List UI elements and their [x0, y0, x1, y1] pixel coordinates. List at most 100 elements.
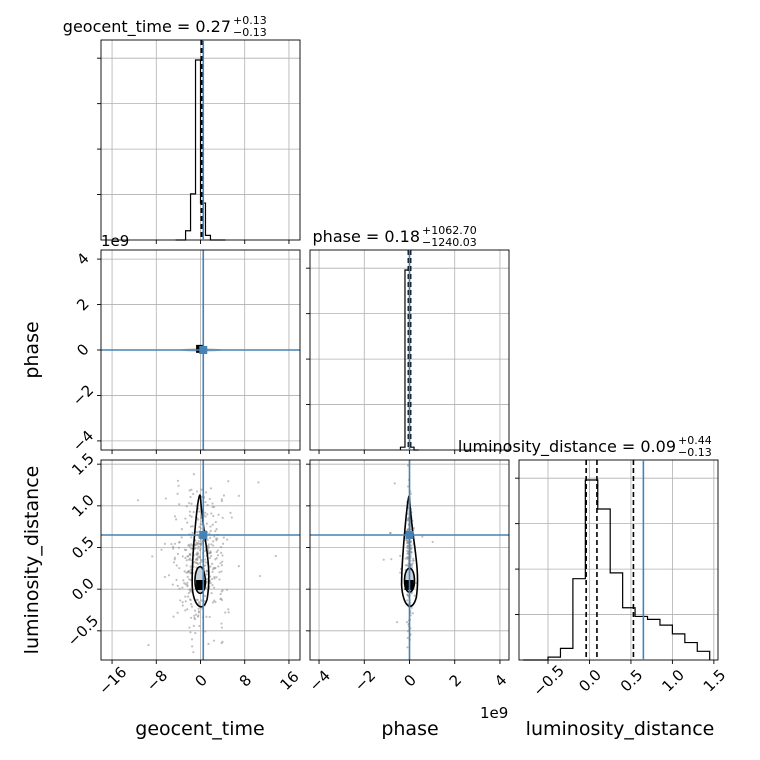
- lp-point: [406, 556, 409, 559]
- lg-point: [164, 497, 167, 500]
- lg-point: [215, 557, 218, 560]
- lg-point: [212, 566, 215, 570]
- lg-point: [210, 554, 213, 558]
- lg-point: [190, 559, 193, 562]
- lg-point: [178, 567, 181, 570]
- lg-point: [216, 537, 219, 540]
- pg-ytick-label-3: 2: [73, 295, 92, 314]
- lg-point: [257, 481, 260, 484]
- title-luminosity-distance-minus: −0.13: [678, 446, 712, 459]
- lg-point: [192, 473, 195, 476]
- lg-point: [188, 545, 192, 548]
- lg-point: [258, 574, 262, 578]
- lg-point: [186, 521, 189, 524]
- lp-point: [406, 599, 409, 602]
- lp-point: [404, 557, 407, 560]
- lg-point: [204, 549, 207, 552]
- lg-point: [220, 564, 224, 567]
- ld-hist-xtick-label-3: 1.0: [658, 666, 688, 696]
- lg-point: [204, 561, 208, 564]
- lg-point: [203, 594, 207, 598]
- lg-ytick-label-3: 1.0: [68, 491, 98, 521]
- lg-scatter: [136, 473, 277, 654]
- lg-point: [209, 529, 212, 533]
- title-luminosity-distance: luminosity_distance = 0.09 +0.44−0.13: [458, 434, 712, 459]
- title-phase: phase = 0.18 +1062.70−1240.03: [313, 224, 477, 249]
- lg-point: [188, 510, 192, 513]
- lg-point: [191, 531, 194, 534]
- lg-point: [186, 575, 189, 578]
- lg-point: [210, 512, 213, 515]
- title-phase-minus: −1240.03: [422, 236, 477, 249]
- lp-xtick-label-2: 0: [400, 671, 419, 690]
- lg-point: [204, 511, 207, 514]
- lg-point: [188, 598, 192, 601]
- lg-point: [193, 616, 196, 620]
- lg-point: [216, 554, 220, 557]
- lp-xtick-label-3: 2: [446, 671, 465, 690]
- lp-xtick-label-0: −4: [306, 667, 334, 695]
- lg-point: [190, 547, 193, 550]
- lg-point: [204, 491, 208, 494]
- lg-point: [184, 609, 187, 612]
- lg-point: [173, 558, 176, 561]
- lg-point: [200, 599, 203, 602]
- lg-xtick-label-0: −16: [95, 663, 130, 698]
- lg-core: [196, 580, 206, 590]
- lp-point: [390, 558, 393, 561]
- lg-point: [188, 501, 191, 505]
- lg-point: [197, 556, 200, 559]
- lg-point: [181, 604, 184, 607]
- lg-point: [215, 527, 218, 531]
- lg-ytick-label-0: −0.5: [64, 612, 102, 650]
- lg-point: [190, 605, 194, 608]
- phase-x-offset-label: 1e9: [480, 704, 508, 722]
- lp-point: [405, 539, 408, 542]
- lg-point: [181, 586, 184, 589]
- lg-point: [210, 543, 213, 546]
- lp-scatter: [382, 464, 434, 649]
- pg-ytick-label-1: −2: [69, 381, 97, 409]
- lg-point: [176, 611, 179, 614]
- lg-xtick-label-4: 16: [277, 668, 303, 694]
- lg-point: [204, 630, 207, 633]
- lg-point: [209, 550, 212, 553]
- lg-point: [196, 615, 200, 618]
- ld-hist-xtick-label-4: 1.5: [700, 666, 730, 696]
- ld-hist-xtick-label-1: 0.0: [575, 666, 605, 696]
- lg-point: [197, 607, 200, 610]
- lp-point: [406, 593, 409, 596]
- title-luminosity-distance-main: luminosity_distance = 0.09: [458, 437, 676, 457]
- lg-point: [182, 579, 185, 582]
- lg-point: [190, 488, 193, 491]
- lg-point: [174, 518, 178, 521]
- lg-point: [210, 562, 214, 565]
- lg-point: [190, 616, 193, 619]
- lg-point: [219, 562, 222, 565]
- lg-point: [204, 500, 207, 504]
- lg-point: [197, 540, 200, 543]
- lg-point: [176, 552, 180, 556]
- lg-point: [206, 580, 209, 584]
- lg-point: [211, 505, 214, 509]
- lp-point: [421, 535, 424, 538]
- lg-point: [205, 615, 208, 618]
- lp-xtick-label-4: 4: [491, 671, 510, 690]
- lg-point: [211, 523, 214, 526]
- phase-y-offset-label: 1e9: [101, 232, 129, 250]
- lg-point: [229, 511, 232, 514]
- lp-point: [410, 551, 413, 554]
- lp-point: [393, 482, 396, 485]
- lg-point: [184, 517, 187, 520]
- lg-point: [237, 494, 240, 497]
- lg-point: [214, 566, 217, 570]
- lg-point: [185, 564, 188, 567]
- lg-point: [191, 645, 194, 648]
- lg-point: [190, 502, 193, 505]
- lg-point: [172, 547, 175, 550]
- lg-point: [186, 608, 189, 611]
- lg-point: [197, 518, 200, 521]
- ld-hist-frame: [518, 459, 719, 661]
- lp-point: [406, 485, 410, 488]
- lg-point: [212, 639, 216, 642]
